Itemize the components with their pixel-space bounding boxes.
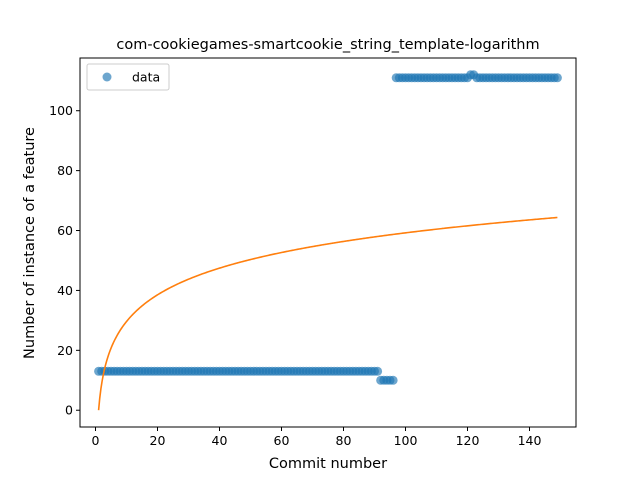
y-axis-label: Number of instance of a feature [22, 127, 38, 359]
x-axis-label: Commit number [269, 456, 387, 472]
x-tick-label: 0 [92, 433, 100, 448]
fit-line [97, 216, 558, 411]
y-tick-label: 0 [65, 403, 73, 418]
y-tick-label: 60 [57, 223, 73, 238]
x-axis-ticks: 0 20 40 60 80 100 120 140 [92, 427, 542, 448]
x-tick-label: 60 [274, 433, 290, 448]
legend-marker-data [102, 72, 112, 82]
chart-title: com-cookiegames-smartcookie_string_templ… [116, 37, 539, 53]
y-tick-label: 20 [57, 343, 73, 358]
y-tick-label: 80 [57, 163, 73, 178]
y-tick-label: 100 [49, 103, 73, 118]
x-tick-label: 20 [150, 433, 166, 448]
plot-area [94, 70, 562, 411]
x-tick-label: 40 [212, 433, 228, 448]
plot-frame [79, 57, 577, 428]
data-point [552, 73, 562, 83]
x-tick-label: 140 [518, 433, 542, 448]
data-point [373, 366, 383, 376]
x-tick-label: 100 [394, 433, 418, 448]
x-tick-label: 120 [456, 433, 480, 448]
legend: data [86, 63, 170, 91]
data-point [388, 375, 398, 385]
legend-label-data: data [132, 70, 160, 85]
x-tick-label: 80 [336, 433, 352, 448]
y-axis-ticks: 0 20 40 60 80 100 [49, 103, 80, 418]
y-tick-label: 40 [57, 283, 73, 298]
legend-box [86, 63, 170, 91]
